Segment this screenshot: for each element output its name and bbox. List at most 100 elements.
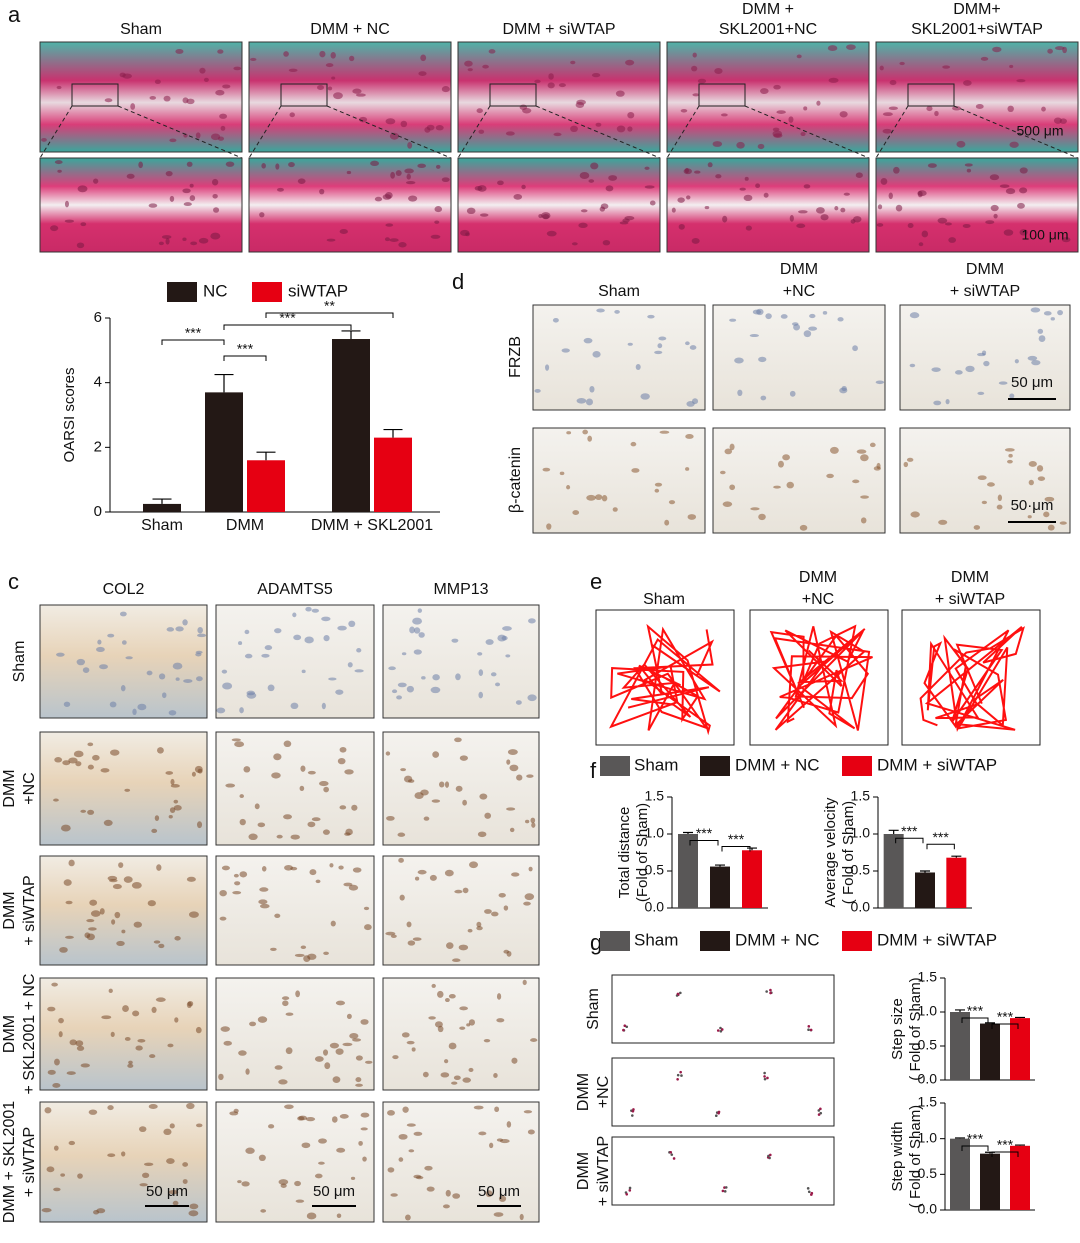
cell bbox=[578, 222, 588, 228]
cell bbox=[282, 1000, 289, 1007]
cell bbox=[412, 937, 422, 941]
cell bbox=[249, 1021, 257, 1027]
footprint bbox=[769, 1153, 772, 1157]
cell bbox=[1037, 476, 1046, 481]
cell bbox=[139, 1126, 147, 1133]
cell bbox=[198, 237, 209, 244]
cell bbox=[398, 1133, 408, 1140]
cell bbox=[977, 475, 987, 481]
row-title: Sham bbox=[585, 988, 602, 1030]
significance-bracket bbox=[265, 312, 394, 318]
cell bbox=[826, 473, 834, 479]
cell bbox=[462, 887, 469, 894]
significance-label: *** bbox=[696, 825, 713, 841]
cell bbox=[87, 809, 95, 815]
cell bbox=[846, 44, 856, 50]
cell bbox=[330, 51, 336, 59]
cell bbox=[54, 1058, 60, 1066]
cell bbox=[1053, 117, 1062, 124]
cell bbox=[743, 194, 753, 202]
cell bbox=[454, 889, 463, 894]
y-axis-label: Step size bbox=[889, 998, 906, 1060]
cell bbox=[163, 95, 171, 102]
cell bbox=[476, 921, 482, 928]
column-title: MMP13 bbox=[433, 581, 488, 598]
cell bbox=[323, 635, 330, 642]
cell bbox=[1044, 496, 1055, 502]
cell bbox=[182, 188, 191, 194]
cell bbox=[496, 1018, 505, 1023]
cell bbox=[57, 169, 62, 173]
cell bbox=[51, 982, 58, 987]
cell bbox=[314, 1173, 323, 1179]
cell bbox=[763, 192, 769, 198]
footprint bbox=[628, 1186, 632, 1190]
track bbox=[608, 623, 721, 736]
significance-bracket bbox=[926, 843, 955, 850]
cell bbox=[493, 1073, 498, 1079]
inset-box bbox=[907, 83, 955, 107]
cell bbox=[365, 1060, 373, 1064]
cell bbox=[234, 881, 241, 886]
cell bbox=[432, 674, 440, 681]
cell bbox=[189, 183, 194, 188]
cell bbox=[124, 1036, 131, 1041]
cell bbox=[788, 116, 794, 123]
cell bbox=[60, 1173, 66, 1177]
cell bbox=[424, 1165, 433, 1171]
cell bbox=[827, 45, 838, 52]
cell bbox=[389, 238, 399, 242]
cell bbox=[306, 1212, 317, 1220]
cell bbox=[441, 177, 450, 183]
cell bbox=[1043, 511, 1050, 518]
cell bbox=[566, 485, 571, 490]
cell bbox=[506, 807, 516, 811]
cell bbox=[295, 990, 301, 998]
cell bbox=[521, 184, 526, 190]
micrograph bbox=[457, 157, 661, 253]
y-tick-label: 1.5 bbox=[918, 1094, 938, 1110]
cell bbox=[658, 336, 667, 341]
cell bbox=[54, 160, 63, 165]
cell bbox=[503, 905, 509, 911]
significance-label: *** bbox=[185, 325, 202, 341]
footprint bbox=[807, 1190, 811, 1194]
cell bbox=[151, 828, 158, 833]
cell bbox=[478, 691, 484, 699]
inset-box bbox=[280, 83, 328, 107]
cell bbox=[526, 774, 534, 778]
cell bbox=[362, 1156, 367, 1162]
cell bbox=[566, 431, 572, 435]
significance-bracket bbox=[721, 846, 751, 852]
cell bbox=[880, 177, 888, 185]
error-bar bbox=[888, 829, 899, 834]
cell bbox=[295, 1199, 305, 1203]
cell bbox=[418, 71, 427, 76]
cell bbox=[124, 788, 131, 792]
cell bbox=[973, 525, 981, 530]
cell bbox=[128, 1060, 133, 1065]
micrograph bbox=[382, 604, 540, 719]
y-tick-label: 1.0 bbox=[645, 825, 665, 841]
cell bbox=[798, 210, 808, 214]
cell bbox=[414, 792, 424, 799]
cell bbox=[459, 1006, 468, 1011]
cell bbox=[822, 310, 828, 315]
cell bbox=[210, 133, 221, 141]
cell bbox=[516, 774, 523, 781]
cell bbox=[127, 1063, 134, 1068]
cell bbox=[796, 223, 806, 229]
cell bbox=[570, 125, 578, 133]
cell bbox=[364, 924, 372, 931]
cell bbox=[417, 608, 423, 613]
cell bbox=[88, 927, 97, 931]
bar bbox=[205, 392, 243, 512]
panel-label: c bbox=[8, 569, 19, 594]
cell bbox=[172, 1200, 179, 1206]
cell bbox=[245, 1068, 250, 1075]
cell bbox=[404, 168, 414, 174]
cell bbox=[215, 89, 225, 96]
cell bbox=[479, 793, 488, 800]
cell bbox=[1028, 461, 1037, 467]
cell bbox=[424, 126, 431, 133]
